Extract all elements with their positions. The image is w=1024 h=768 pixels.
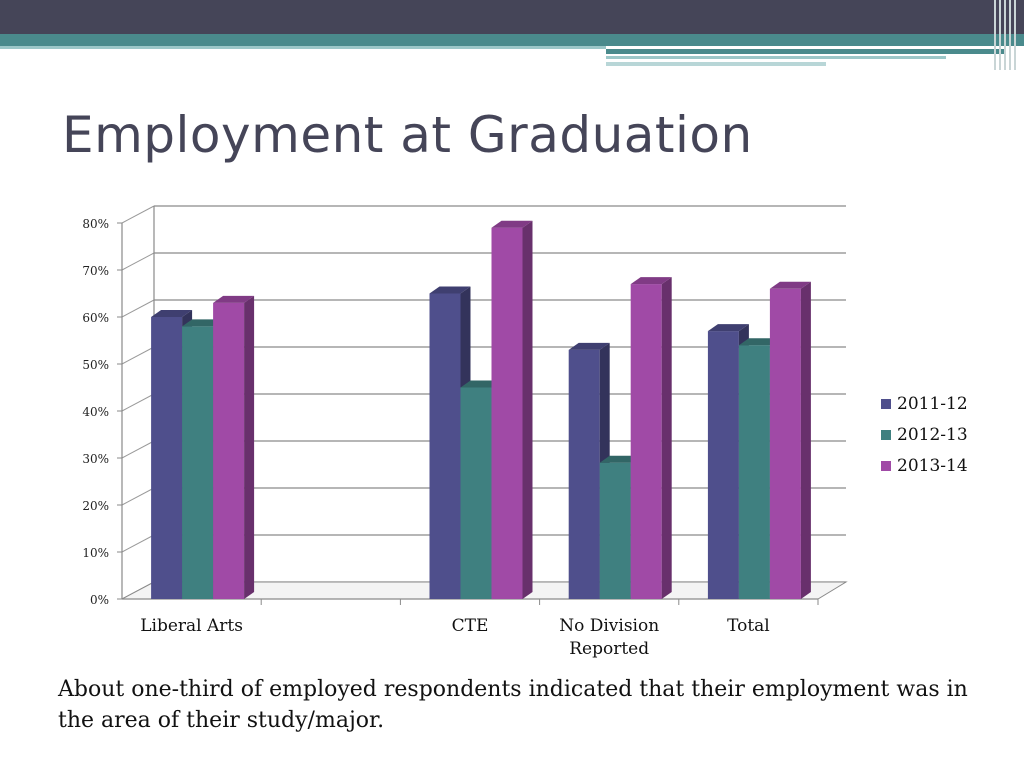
bar-chart: 0% 10% 20% 30% 40% 50% 60% 70% 80% Liberal Arts CT… [82,205,848,659]
bar [182,326,214,599]
gridline-side [121,487,155,506]
legend-label: 2013-14 [897,455,968,476]
y-tick-label: 50% [82,358,109,372]
y-tick-label: 80% [82,217,109,231]
bar-top [429,286,471,294]
legend-swatch [881,429,891,440]
bar [491,227,523,599]
y-tick-label: 70% [82,264,109,278]
x-tick-label: Liberal Arts [140,616,243,636]
legend-item: 2013-14 [881,450,968,481]
x-tick-label: Total [727,616,770,636]
bar-side [661,277,672,599]
header-accent-stripe-thin [606,56,946,59]
bar [151,317,183,599]
y-tick-label: 30% [82,452,109,466]
slide-title: Employment at Graduation [62,106,753,164]
bar [213,302,245,599]
gridline-side [121,252,155,271]
bar-top [491,220,533,228]
gridline-side [121,299,155,318]
chart-legend: 2011-12 2012-13 2013-14 [881,388,968,481]
header-decorative-lines [994,0,1018,70]
bar-side [522,220,533,599]
gridline-side [121,440,155,459]
x-tick-label: CTE [452,616,489,636]
bar-top [460,380,502,388]
gridline-side [121,346,155,365]
bar [599,462,631,599]
bar [769,288,801,599]
y-tick-label: 20% [82,499,109,513]
header-accent-band [0,34,1024,46]
legend-swatch [881,460,891,471]
bar-side [800,281,811,599]
legend-label: 2012-13 [897,424,968,445]
gridline-side [121,393,155,412]
bar [429,293,461,599]
header-bar [0,0,1024,34]
bar-top [151,310,193,317]
bar [568,349,600,599]
bar [738,345,770,599]
y-tick-label: 40% [82,405,109,419]
legend-item: 2012-13 [881,419,968,450]
gridline-side [121,205,155,224]
y-tick-label: 0% [90,593,109,607]
bar [630,284,662,599]
gridline-side [121,534,155,553]
y-tick-label: 10% [82,546,109,560]
bar-top [707,324,749,332]
bar-top [769,281,811,289]
slide-caption: About one-third of employed respondents … [58,677,968,733]
header-accent-stripe-light [606,62,826,66]
bar-top [599,455,641,463]
bar [707,331,739,599]
legend-label: 2011-12 [897,393,968,414]
bar-top [568,342,610,350]
bar-top [213,295,255,303]
x-tick-label: No Division [559,616,659,636]
bar-top [182,319,224,327]
header-accent-line [0,46,606,49]
bar-top [738,338,780,346]
x-tick-label: Reported [569,639,649,659]
legend-swatch [881,398,891,409]
header-accent-stripe [606,49,1006,54]
legend-item: 2011-12 [881,388,968,419]
bar-top [630,277,672,285]
y-tick-label: 60% [82,311,109,325]
bar-side [244,295,255,599]
bar [460,387,492,599]
